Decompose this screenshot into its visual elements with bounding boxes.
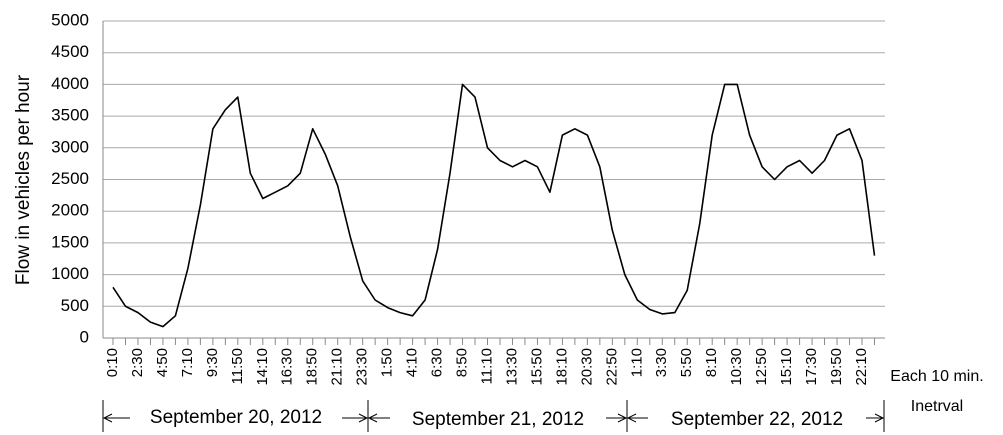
y-axis-label: Flow in vehicles per hour xyxy=(13,74,34,285)
x-tick-label: 18:10 xyxy=(553,348,570,386)
x-tick-label: 15:10 xyxy=(778,348,795,386)
x-tick-label: 17:30 xyxy=(803,348,820,386)
x-tick-label: 1:10 xyxy=(628,348,645,377)
x-tick-label: 6:30 xyxy=(429,348,446,377)
x-tick-label: 7:10 xyxy=(179,348,196,377)
y-tick-label: 1000 xyxy=(51,264,89,283)
series-line xyxy=(112,83,876,328)
y-tick-label: 3000 xyxy=(51,137,89,156)
y-tick-label: 0 xyxy=(80,327,89,346)
x-note: Each 10 min. xyxy=(890,368,983,385)
x-tick-label: 8:50 xyxy=(454,348,471,377)
x-tick-label: 23:30 xyxy=(354,348,371,386)
x-tick-label: 2:30 xyxy=(129,348,146,377)
x-tick-label: 4:50 xyxy=(154,348,171,377)
y-tick-label: 3500 xyxy=(51,106,89,125)
x-tick-label: 15:50 xyxy=(528,348,545,386)
x-note: Inetrval xyxy=(911,398,963,415)
x-tick-label: 14:10 xyxy=(254,348,271,386)
y-tick-label: 2500 xyxy=(51,169,89,188)
x-tick-label: 3:30 xyxy=(653,348,670,377)
x-tick-label: 5:50 xyxy=(678,348,695,377)
y-tick-label: 1500 xyxy=(51,232,89,251)
date-label: September 22, 2012 xyxy=(671,409,843,430)
date-brackets xyxy=(102,400,885,432)
x-tick-label: 11:50 xyxy=(229,348,246,384)
x-tick-label: 20:30 xyxy=(578,348,595,386)
x-tick-label: 11:10 xyxy=(478,348,495,384)
x-tick-label: 8:10 xyxy=(703,348,720,377)
x-tick-label: 1:50 xyxy=(379,348,396,377)
date-label: September 20, 2012 xyxy=(150,407,322,428)
y-tick-label: 2000 xyxy=(51,201,89,220)
x-tick-label: 18:50 xyxy=(304,348,321,386)
x-tick-label: 13:30 xyxy=(503,348,520,386)
x-tick-label: 12:50 xyxy=(753,348,770,386)
x-tick-label: 10:30 xyxy=(728,348,745,386)
x-tick-label: 0:10 xyxy=(104,348,121,377)
y-tick-label: 5000 xyxy=(51,10,89,29)
y-tick-label: 4000 xyxy=(51,74,89,93)
x-tick-label: 4:10 xyxy=(404,348,421,377)
y-tick-label: 4500 xyxy=(51,42,89,61)
x-tick-label: 22:10 xyxy=(853,348,870,386)
x-tick-label: 21:10 xyxy=(329,348,346,386)
y-tick-label: 500 xyxy=(61,296,89,315)
date-label: September 21, 2012 xyxy=(412,409,584,430)
x-tick-label: 22:50 xyxy=(603,348,620,386)
x-tick-label: 9:30 xyxy=(204,348,221,377)
x-tick-label: 19:50 xyxy=(828,348,845,386)
x-tick-label: 16:30 xyxy=(279,348,296,386)
